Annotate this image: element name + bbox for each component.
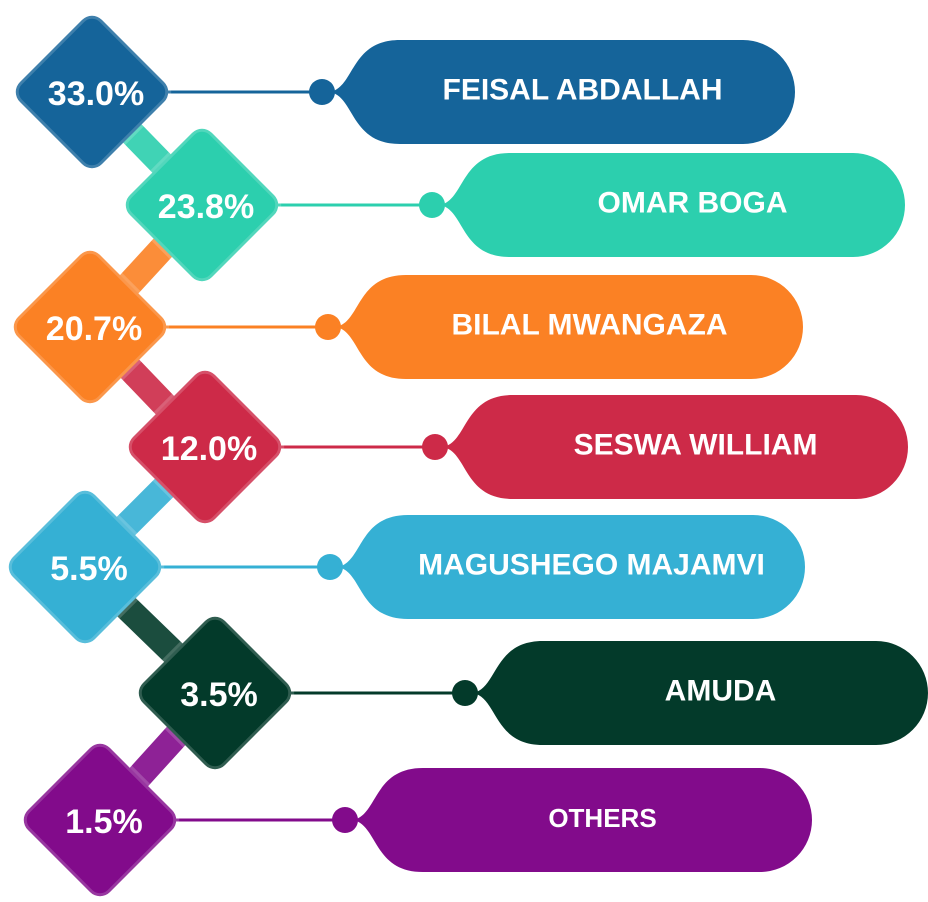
- value-label: 3.5%: [180, 676, 258, 714]
- category-label: OMAR BOGA: [598, 187, 788, 220]
- diamond: [122, 125, 282, 285]
- diamond: [5, 487, 165, 647]
- diamond: [135, 613, 295, 773]
- category-label: SESWA WILLIAM: [574, 429, 818, 462]
- label-pill: [440, 153, 905, 257]
- knob: [422, 434, 448, 460]
- label-pill: [353, 768, 812, 872]
- label-pill: [473, 641, 928, 745]
- diamond: [12, 12, 172, 172]
- value-label: 20.7%: [46, 310, 142, 348]
- knob: [315, 314, 341, 340]
- category-label: OTHERS: [548, 803, 656, 833]
- knob: [332, 807, 358, 833]
- category-label: BILAL MWANGAZA: [451, 309, 727, 342]
- label-pill: [336, 275, 803, 379]
- value-label: 12.0%: [161, 430, 257, 468]
- label-pill: [330, 40, 795, 144]
- knob: [419, 192, 445, 218]
- diamond: [20, 740, 180, 900]
- category-label: AMUDA: [665, 675, 777, 708]
- value-label: 23.8%: [158, 188, 254, 226]
- label-pill: [338, 515, 805, 619]
- label-pill: [443, 395, 908, 499]
- category-label: MAGUSHEGO MAJAMVI: [418, 549, 765, 582]
- knob: [452, 680, 478, 706]
- knob: [309, 79, 335, 105]
- value-label: 33.0%: [48, 75, 144, 113]
- value-label: 1.5%: [65, 803, 143, 841]
- value-label: 5.5%: [50, 550, 128, 588]
- diamond: [125, 367, 285, 527]
- diamond: [10, 247, 170, 407]
- knob: [317, 554, 343, 580]
- category-label: FEISAL ABDALLAH: [443, 74, 723, 107]
